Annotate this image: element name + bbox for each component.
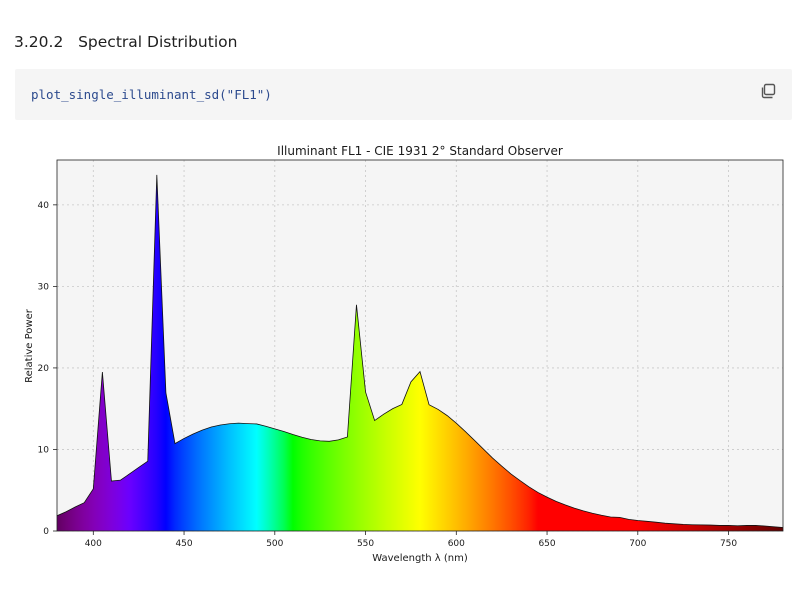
section-title: Spectral Distribution bbox=[78, 33, 238, 51]
spectral-area bbox=[57, 174, 783, 532]
x-tick-label: 400 bbox=[85, 539, 102, 549]
x-tick-label: 750 bbox=[720, 539, 737, 549]
code-line: plot_single_illuminant_sd("FL1") bbox=[31, 87, 272, 102]
copy-button[interactable] bbox=[758, 81, 778, 101]
section-heading: 3.20.2 Spectral Distribution bbox=[14, 33, 237, 51]
chart-xlabel: Wavelength λ (nm) bbox=[372, 553, 468, 564]
section-number: 3.20.2 bbox=[14, 33, 64, 51]
x-tick-label: 550 bbox=[357, 539, 374, 549]
spectral-line bbox=[56, 174, 784, 528]
y-tick-label: 20 bbox=[38, 364, 50, 374]
y-tick-label: 0 bbox=[43, 527, 49, 537]
x-tick-label: 600 bbox=[448, 539, 465, 549]
chart-ylabel: Relative Power bbox=[24, 308, 35, 383]
y-tick-label: 10 bbox=[38, 445, 50, 455]
y-tick-label: 40 bbox=[38, 201, 50, 211]
x-tick-label: 700 bbox=[629, 539, 646, 549]
chart-title: Illuminant FL1 - CIE 1931 2° Standard Ob… bbox=[277, 144, 563, 158]
spectral-distribution-figure: 400 450 500 550 600 650 700 750 0 10 20 30 40 Illumi… bbox=[0, 134, 800, 574]
spectral-chart: 400 450 500 550 600 650 700 750 0 10 20 30 40 Illumi… bbox=[24, 144, 784, 564]
x-tick-label: 650 bbox=[538, 539, 555, 549]
copy-icon bbox=[761, 83, 776, 99]
x-tick-label: 500 bbox=[266, 539, 283, 549]
code-block: plot_single_illuminant_sd("FL1") bbox=[15, 69, 792, 120]
x-tick-label: 450 bbox=[175, 539, 192, 549]
y-tick-label: 30 bbox=[38, 282, 50, 292]
plot-frame bbox=[56, 159, 784, 532]
